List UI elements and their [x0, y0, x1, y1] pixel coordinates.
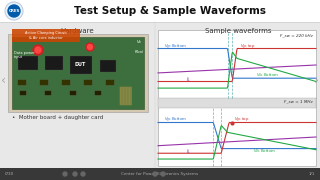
FancyBboxPatch shape	[45, 91, 51, 95]
Circle shape	[33, 45, 43, 55]
FancyBboxPatch shape	[123, 87, 124, 105]
Circle shape	[153, 172, 157, 176]
Text: $V_{gs}$ Bottom: $V_{gs}$ Bottom	[164, 42, 188, 51]
Circle shape	[8, 5, 20, 17]
Text: Sample waveforms: Sample waveforms	[205, 28, 271, 34]
FancyBboxPatch shape	[0, 0, 320, 168]
Text: Active Clamping Circuit
& Air core inductor: Active Clamping Circuit & Air core induc…	[25, 31, 67, 40]
FancyBboxPatch shape	[8, 34, 148, 112]
Circle shape	[81, 172, 85, 176]
FancyBboxPatch shape	[62, 80, 70, 85]
FancyBboxPatch shape	[40, 80, 48, 85]
FancyBboxPatch shape	[120, 87, 121, 105]
Circle shape	[86, 43, 94, 51]
Text: $I_L$: $I_L$	[187, 147, 192, 156]
FancyBboxPatch shape	[18, 56, 38, 70]
FancyBboxPatch shape	[126, 87, 127, 105]
Text: ‹: ‹	[2, 73, 6, 87]
Text: F_sw = 220 kHz: F_sw = 220 kHz	[280, 33, 313, 37]
FancyBboxPatch shape	[121, 87, 123, 105]
FancyBboxPatch shape	[127, 87, 129, 105]
Text: $V_{ds}$ Bottom: $V_{ds}$ Bottom	[253, 148, 276, 155]
FancyBboxPatch shape	[0, 168, 320, 180]
Circle shape	[73, 172, 77, 176]
FancyBboxPatch shape	[84, 80, 92, 85]
Text: Test Setup & Sample Waveforms: Test Setup & Sample Waveforms	[74, 6, 266, 16]
Text: ›: ›	[314, 73, 318, 87]
Text: F_sw = 1 MHz: F_sw = 1 MHz	[284, 99, 313, 103]
FancyBboxPatch shape	[100, 60, 116, 72]
FancyBboxPatch shape	[158, 98, 316, 108]
Text: $I_L$: $I_L$	[187, 75, 192, 84]
Text: Hardware: Hardware	[60, 28, 94, 34]
Text: Center for Power Electronics Systems: Center for Power Electronics Systems	[121, 172, 199, 176]
Text: 1/1: 1/1	[308, 172, 315, 176]
Text: $V_{gs}$ top: $V_{gs}$ top	[240, 42, 255, 51]
FancyBboxPatch shape	[158, 30, 316, 166]
FancyBboxPatch shape	[130, 87, 132, 105]
Text: CRES: CRES	[8, 9, 20, 13]
Text: $V_{ds}$ Bottom: $V_{ds}$ Bottom	[256, 71, 279, 79]
FancyBboxPatch shape	[70, 56, 92, 74]
Circle shape	[87, 44, 92, 50]
Text: DUT: DUT	[74, 62, 86, 68]
Text: Data power
input: Data power input	[14, 51, 35, 59]
FancyBboxPatch shape	[0, 0, 320, 22]
Text: $R_{load}$: $R_{load}$	[134, 48, 145, 56]
FancyBboxPatch shape	[124, 87, 126, 105]
FancyBboxPatch shape	[95, 91, 101, 95]
FancyBboxPatch shape	[70, 91, 76, 95]
FancyBboxPatch shape	[20, 91, 26, 95]
FancyBboxPatch shape	[18, 80, 26, 85]
FancyBboxPatch shape	[12, 29, 80, 42]
Circle shape	[35, 47, 41, 53]
Circle shape	[161, 172, 165, 176]
FancyBboxPatch shape	[45, 56, 63, 70]
Text: •  Mother board + daughter card: • Mother board + daughter card	[12, 116, 103, 120]
FancyBboxPatch shape	[129, 87, 130, 105]
Text: $V_{gs}$ Bottom: $V_{gs}$ Bottom	[164, 115, 188, 124]
Circle shape	[63, 172, 67, 176]
Text: 0/30: 0/30	[5, 172, 14, 176]
Circle shape	[5, 2, 23, 20]
FancyBboxPatch shape	[12, 37, 144, 109]
Text: $V_o$: $V_o$	[136, 38, 142, 46]
FancyBboxPatch shape	[106, 80, 114, 85]
Text: $V_{gs}$ top: $V_{gs}$ top	[234, 115, 249, 124]
